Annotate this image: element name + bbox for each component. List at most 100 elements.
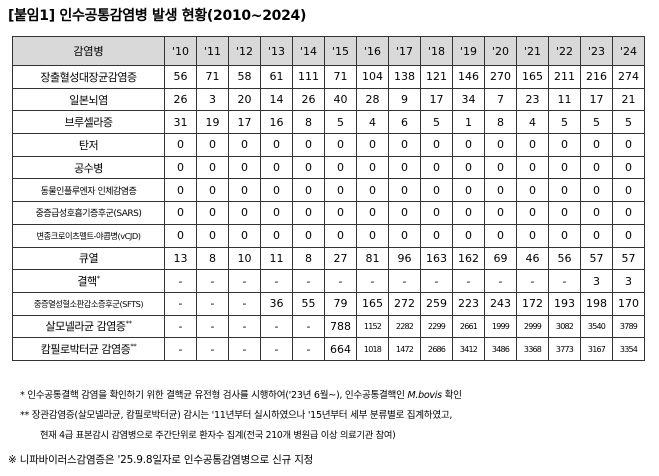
count-cell: 0	[388, 133, 421, 157]
count-cell: 4	[516, 110, 549, 135]
count-cell: 0	[420, 133, 453, 157]
header-year: '20	[484, 36, 517, 66]
count-cell: -	[548, 269, 581, 293]
disease-name-cell: 공수병	[12, 155, 165, 180]
count-cell: -	[164, 337, 197, 361]
count-cell: 0	[580, 178, 613, 203]
count-cell: 58	[228, 65, 261, 89]
count-cell: 0	[324, 133, 357, 157]
count-cell: 193	[548, 291, 581, 316]
count-cell: 0	[356, 133, 389, 157]
count-cell: 0	[484, 223, 517, 248]
count-cell: 9	[388, 87, 421, 112]
count-cell: 1	[452, 110, 485, 135]
count-cell: 0	[388, 178, 421, 203]
count-cell: 0	[548, 201, 581, 225]
count-cell: 111	[292, 65, 325, 89]
count-cell: -	[196, 314, 229, 339]
header-year: '16	[356, 36, 389, 66]
count-cell: 20	[228, 87, 261, 112]
count-cell: 0	[452, 201, 485, 225]
disease-name-cell: 중증급성호흡기증후군(SARS)	[12, 201, 165, 225]
table-row: 공수병 0 0 0 0 0 0 0 0 0 0 0 0 0 0 0	[12, 155, 645, 180]
count-cell: 0	[516, 155, 549, 180]
count-cell: 11	[548, 87, 581, 112]
disease-name-cell: 살모넬라균 감염증**	[12, 314, 165, 339]
table-row: 살모넬라균 감염증** - - - - -788 1152 2282 2299 2661 1999 2…	[12, 314, 645, 339]
count-cell: 0	[420, 155, 453, 180]
count-cell: -	[260, 269, 293, 293]
disease-name-cell: 장출혈성대장균감염증	[12, 65, 165, 89]
count-cell: 0	[484, 201, 517, 225]
count-cell: 0	[260, 155, 293, 180]
note-1: * 인수공통결핵 감염을 확인하기 위한 결핵균 유전형 검사를 시행하여('2…	[20, 386, 462, 406]
disease-name: 동물인플루엔자 인체감염증	[40, 186, 137, 197]
header-year: '23	[580, 36, 613, 66]
count-cell: 0	[484, 178, 517, 203]
header-disease: 감염병	[12, 36, 165, 66]
table-row: 일본뇌염 26 3 20 14 26 40 28 9 17 34 7 23 11 17 21	[12, 87, 645, 112]
count-cell: 10	[228, 246, 261, 271]
count-cell: 1018	[356, 337, 389, 361]
count-cell: 0	[196, 201, 229, 225]
count-cell: 165	[356, 291, 389, 316]
disease-name: 큐열	[78, 252, 99, 266]
count-cell: 0	[228, 223, 261, 248]
count-cell: 2299	[420, 314, 453, 339]
count-cell: 0	[452, 133, 485, 157]
count-cell: 121	[420, 65, 453, 89]
count-cell: 0	[356, 223, 389, 248]
table-row: 캄필로박터균 감염증** - - - - -664 1018 1472 2686 3412 3486…	[12, 337, 645, 361]
count-cell: 55	[292, 291, 325, 316]
header-year: '10	[164, 36, 197, 66]
count-cell: 2282	[388, 314, 421, 339]
count-cell: 0	[164, 201, 197, 225]
count-cell: -	[516, 269, 549, 293]
count-cell: 0	[324, 155, 357, 180]
count-cell: 1152	[356, 314, 389, 339]
table-header-row: 감염병 '10'11'12'13'14'15'16'17'18'19'20'21…	[12, 36, 645, 66]
footnote-mark: *	[96, 274, 101, 283]
count-cell: 0	[484, 155, 517, 180]
count-cell: 71	[196, 65, 229, 89]
header-year: '12	[228, 36, 261, 66]
disease-name: 중증열성혈소판감소증후군(SFTS)	[33, 298, 144, 309]
count-cell: 23	[516, 87, 549, 112]
count-cell: 0	[164, 155, 197, 180]
count-cell: 5	[612, 110, 645, 135]
count-cell: 5	[548, 110, 581, 135]
count-cell: 0	[420, 178, 453, 203]
count-cell: 259	[420, 291, 453, 316]
count-cell: 3368	[516, 337, 549, 361]
count-cell: 0	[164, 178, 197, 203]
disease-name: 탄저	[78, 138, 99, 152]
count-cell: 223	[452, 291, 485, 316]
count-cell: 3789	[612, 314, 645, 339]
count-cell: 0	[388, 223, 421, 248]
count-cell: -	[228, 269, 261, 293]
note-text: 현재 4급 표본감시 감염병으로 주간단위로 환자수 집계(전국 210개 병원…	[40, 430, 396, 441]
count-cell: 0	[228, 133, 261, 157]
count-cell: 26	[164, 87, 197, 112]
count-cell: 17	[420, 87, 453, 112]
count-cell: 5	[580, 110, 613, 135]
disease-name: 브루셀라증	[64, 116, 113, 130]
disease-name: 살모넬라균 감염증	[45, 320, 126, 334]
disease-name-cell: 큐열	[12, 246, 165, 271]
count-cell: 0	[228, 178, 261, 203]
table-body: 장출혈성대장균감염증 56 71 58 61 111 71 104 138 121 146 270 16…	[12, 65, 645, 361]
count-cell: 0	[196, 223, 229, 248]
count-cell: 5	[324, 110, 357, 135]
count-cell: 0	[196, 178, 229, 203]
count-cell: 8	[196, 246, 229, 271]
count-cell: 27	[324, 246, 357, 271]
count-cell: 0	[516, 223, 549, 248]
count-cell: 13	[164, 246, 197, 271]
count-cell: 270	[484, 65, 517, 89]
count-cell: 3	[580, 269, 613, 293]
disease-name: 결핵	[77, 275, 97, 289]
count-cell: 0	[516, 133, 549, 157]
count-cell: 71	[324, 65, 357, 89]
note-text: 인수공통결핵 감염을 확인하기 위한 결핵균 유전형 검사를 시행하여('23년…	[27, 390, 408, 401]
disease-name: 일본뇌염	[69, 93, 108, 107]
